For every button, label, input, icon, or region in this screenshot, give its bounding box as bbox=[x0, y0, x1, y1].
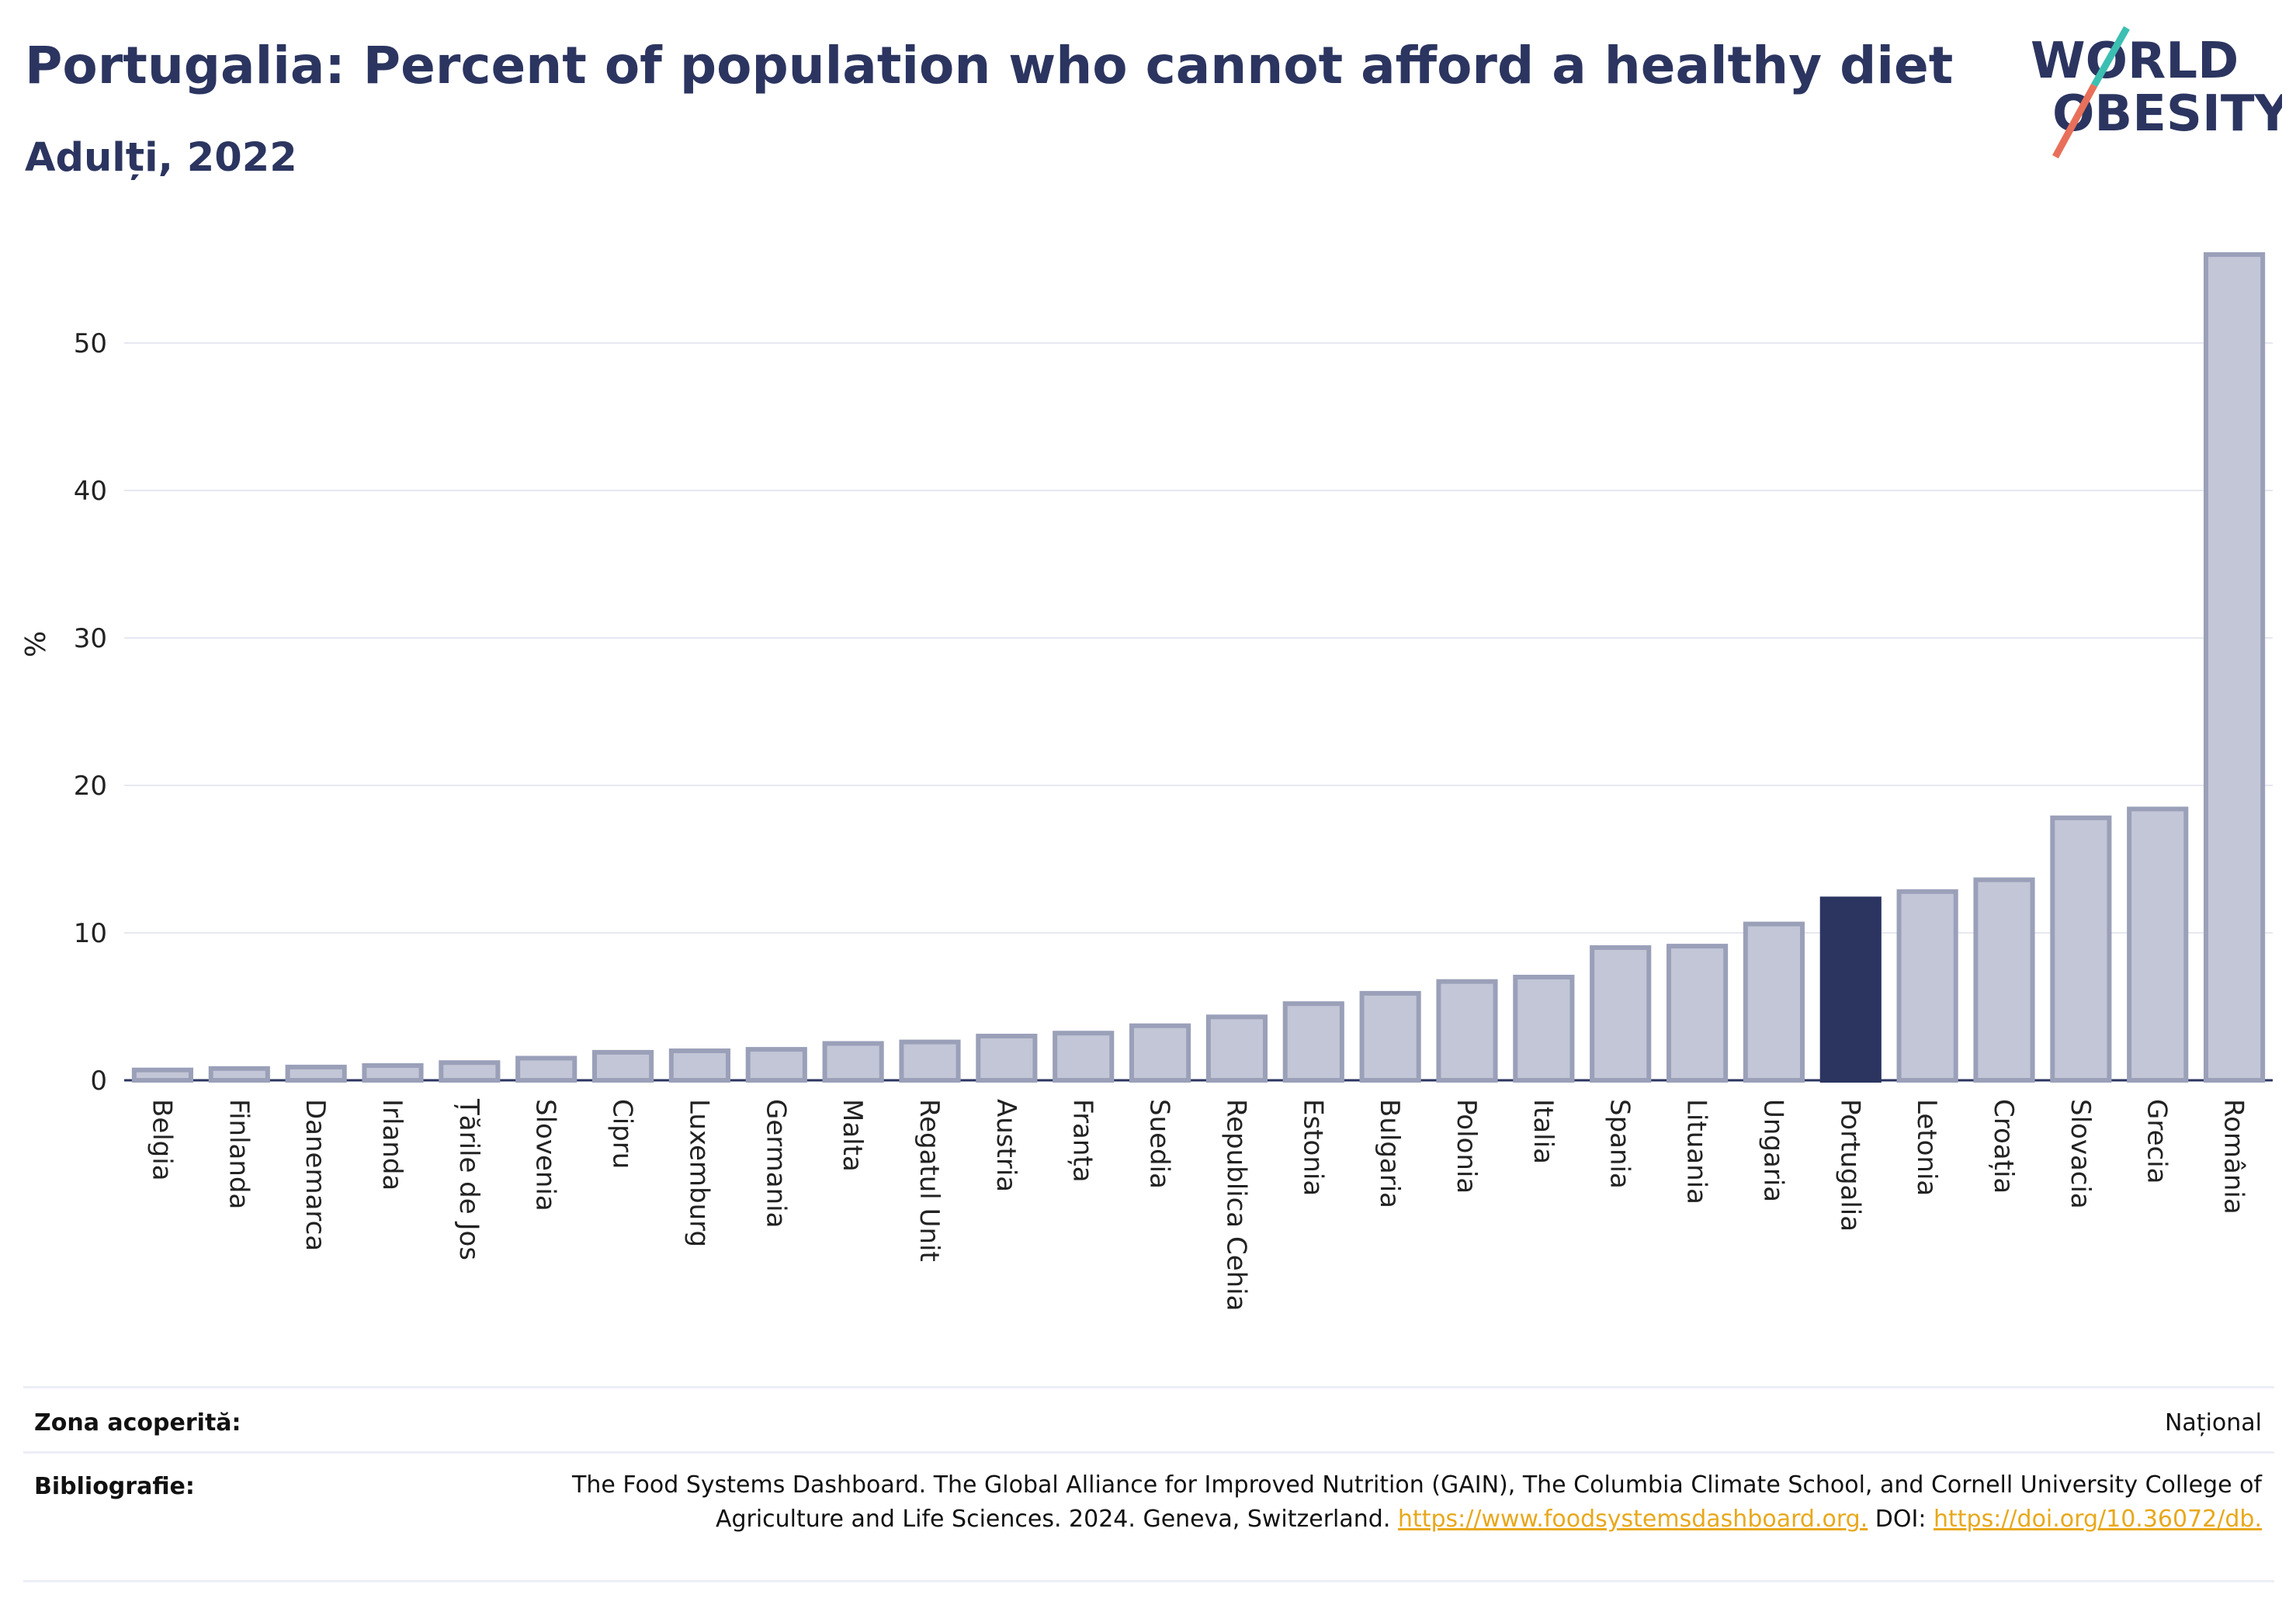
x-tick-label: Țările de Jos bbox=[453, 1098, 484, 1260]
logo-slash-coral bbox=[2052, 83, 2097, 159]
category-labels: Belgia Finlanda Danemarca Irlanda Țările de … bbox=[146, 1098, 2249, 1311]
x-tick-label: Spania bbox=[1604, 1099, 1635, 1189]
bar bbox=[1436, 979, 1498, 1083]
x-tick-label: Slovacia bbox=[2065, 1099, 2096, 1209]
coverage-value: Național bbox=[2164, 1409, 2262, 1437]
bibliography-citation: The Food Systems Dashboard. The Global A… bbox=[572, 1471, 2262, 1533]
x-tick-label: Letonia bbox=[1911, 1099, 1942, 1196]
y-tick-label: 10 bbox=[74, 918, 107, 949]
doi-link[interactable]: https://doi.org/10.36072/db. bbox=[1934, 1506, 2262, 1533]
bar bbox=[208, 1066, 270, 1083]
world-obesity-logo: WORLD OBESITY bbox=[2031, 26, 2282, 159]
bar bbox=[976, 1034, 1038, 1083]
doi-label: DOI: bbox=[1875, 1506, 1927, 1533]
footer-divider bbox=[23, 1386, 2274, 1388]
x-tick-label: Polonia bbox=[1451, 1099, 1482, 1194]
x-tick-label: Italia bbox=[1528, 1099, 1559, 1164]
x-tick-label: Regatul Unit bbox=[914, 1099, 945, 1262]
x-tick-label: Finlanda bbox=[223, 1099, 254, 1209]
bar bbox=[1129, 1023, 1191, 1083]
x-tick-label: Bulgaria bbox=[1374, 1099, 1405, 1208]
bar bbox=[1359, 990, 1421, 1083]
x-tick-label: Lituania bbox=[1681, 1099, 1712, 1204]
x-tick-label: Slovenia bbox=[530, 1099, 561, 1211]
bar bbox=[131, 1067, 194, 1083]
bar bbox=[591, 1049, 654, 1083]
bars bbox=[131, 252, 2266, 1083]
logo-line-1: WORLD bbox=[2031, 33, 2239, 90]
bar bbox=[1973, 877, 2035, 1083]
x-tick-label: Austria bbox=[990, 1099, 1021, 1192]
logo-slash-teal bbox=[2091, 26, 2130, 88]
bar bbox=[285, 1064, 347, 1083]
x-tick-label: Croația bbox=[1988, 1099, 2019, 1194]
x-tick-label: Germania bbox=[760, 1099, 791, 1228]
chart-title: Portugalia: Percent of population who ca… bbox=[25, 36, 1954, 95]
bar bbox=[515, 1055, 577, 1083]
bar bbox=[1282, 1001, 1344, 1083]
x-tick-label: Portugalia bbox=[1834, 1099, 1865, 1232]
x-tick-label: Belgia bbox=[146, 1099, 177, 1181]
bar bbox=[1513, 975, 1575, 1083]
y-tick-label: 40 bbox=[74, 476, 107, 507]
bar-chart: 0 10 20 30 40 50 Belgia Finlanda Danemarca Irlan… bbox=[20, 252, 2273, 1311]
x-tick-label: Cipru bbox=[607, 1099, 638, 1169]
footer-divider bbox=[23, 1580, 2274, 1582]
bar bbox=[1205, 1014, 1268, 1083]
coverage-label: Zona acoperită: bbox=[34, 1409, 241, 1437]
bar bbox=[822, 1041, 884, 1083]
x-tick-label: Franța bbox=[1067, 1099, 1098, 1183]
bar bbox=[2127, 806, 2189, 1083]
dashboard-link[interactable]: https://www.foodsystemsdashboard.org. bbox=[1397, 1506, 1868, 1533]
x-tick-label: Grecia bbox=[2142, 1099, 2173, 1184]
bar bbox=[2203, 252, 2266, 1083]
x-tick-label: România bbox=[2218, 1099, 2249, 1215]
bar bbox=[439, 1060, 501, 1083]
x-tick-label: Luxemburg bbox=[683, 1099, 714, 1247]
bar bbox=[899, 1039, 961, 1083]
y-tick-label: 20 bbox=[74, 771, 107, 802]
y-tick-label: 50 bbox=[74, 328, 107, 359]
axis-ticks: 0 10 20 30 40 50 bbox=[74, 328, 107, 1097]
bibliography-text: The Food Systems Dashboard. The Global A… bbox=[477, 1468, 2262, 1537]
bar bbox=[1590, 945, 1652, 1083]
x-tick-label: Danemarca bbox=[300, 1099, 331, 1251]
x-tick-label: Suedia bbox=[1144, 1099, 1175, 1189]
bar bbox=[1053, 1031, 1115, 1083]
bar bbox=[2050, 815, 2112, 1083]
bar bbox=[362, 1063, 424, 1083]
chart-subtitle: Adulți, 2022 bbox=[25, 135, 297, 181]
bibliography-label: Bibliografie: bbox=[34, 1473, 195, 1500]
y-axis-label: % bbox=[20, 631, 52, 657]
x-tick-label: Ungaria bbox=[1757, 1099, 1788, 1202]
y-tick-label: 30 bbox=[74, 623, 107, 654]
y-tick-label: 0 bbox=[90, 1066, 107, 1097]
footer-divider bbox=[23, 1451, 2274, 1454]
x-tick-label: Republica Cehia bbox=[1220, 1099, 1251, 1311]
x-tick-label: Malta bbox=[837, 1099, 868, 1172]
bar bbox=[1896, 889, 1958, 1083]
x-tick-label: Estonia bbox=[1297, 1099, 1328, 1196]
x-tick-label: Irlanda bbox=[376, 1099, 408, 1191]
bar-highlighted bbox=[1819, 896, 1882, 1083]
bar bbox=[745, 1047, 807, 1083]
bar bbox=[1666, 944, 1729, 1083]
bar bbox=[668, 1048, 731, 1083]
bar bbox=[1743, 921, 1805, 1083]
